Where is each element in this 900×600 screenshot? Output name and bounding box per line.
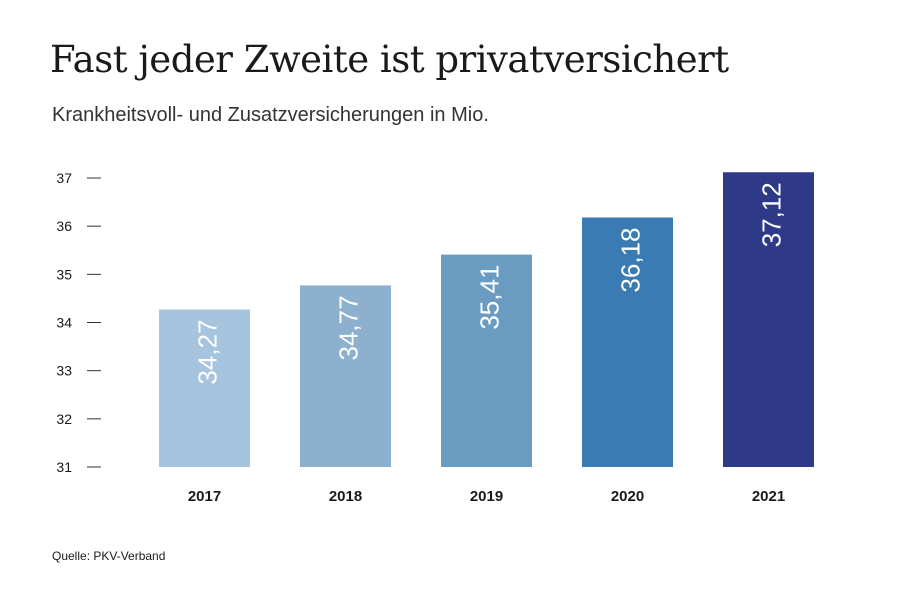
x-category-label: 2021 xyxy=(752,488,785,505)
x-category-label: 2020 xyxy=(611,488,644,505)
bar xyxy=(582,217,673,467)
x-category-label: 2019 xyxy=(470,488,503,505)
y-tick-label: 37 xyxy=(56,170,72,186)
y-tick-label: 34 xyxy=(56,315,72,331)
bar xyxy=(159,309,250,467)
bar-value-label: 37,12 xyxy=(757,182,787,247)
x-category-label: 2018 xyxy=(329,488,362,505)
bar-value-label: 36,18 xyxy=(616,227,646,292)
chart-subtitle: Krankheitsvoll- und Zusatzversicherungen… xyxy=(52,104,489,126)
bar xyxy=(723,172,814,467)
bar xyxy=(300,285,391,467)
y-tick-label: 36 xyxy=(56,218,72,234)
y-tick-label: 33 xyxy=(56,363,72,379)
bar-value-label: 35,41 xyxy=(475,265,505,330)
bar-value-label: 34,77 xyxy=(334,295,364,360)
y-tick-label: 35 xyxy=(56,266,72,282)
y-tick-label: 32 xyxy=(56,411,72,427)
source-note: Quelle: PKV-Verband xyxy=(52,549,166,563)
x-category-label: 2017 xyxy=(188,488,221,505)
chart-title: Fast jeder Zweite ist privatversichert xyxy=(50,38,729,81)
y-tick-label: 31 xyxy=(56,459,72,475)
bar-value-label: 34,27 xyxy=(193,319,223,384)
bar xyxy=(441,254,532,467)
